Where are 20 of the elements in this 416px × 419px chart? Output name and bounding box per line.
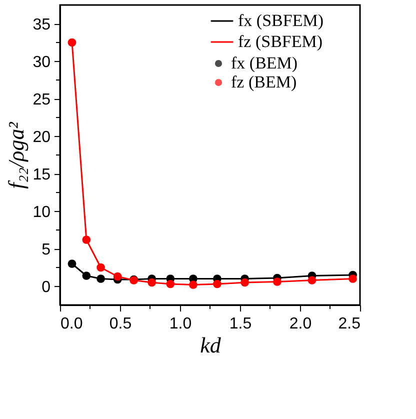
x-tick-label: 1.5: [229, 316, 252, 332]
x-tick-label: 2.5: [338, 316, 361, 332]
y-tick-label: 20: [32, 128, 51, 146]
legend-label: fz (BEM): [231, 72, 297, 92]
legend-label: fx (SBFEM): [238, 11, 324, 30]
legend-label: fz (SBFEM): [238, 32, 323, 51]
y-tick-label: 15: [32, 166, 51, 184]
y-axis-title: f₂₂/ρga²: [4, 122, 29, 189]
y-tick-label: 10: [32, 204, 51, 221]
x-axis-title: kd: [200, 332, 222, 358]
y-tick-label: 25: [32, 91, 51, 108]
y-tick-label: 5: [42, 241, 51, 258]
x-tick-label: 0.5: [109, 316, 132, 332]
legend-label: fx (BEM): [231, 54, 298, 72]
y-tick-label: 0: [42, 278, 51, 296]
y-tick-label: 35: [32, 16, 51, 34]
x-tick-label: 1.0: [169, 316, 192, 332]
x-tick-label: 2.0: [289, 316, 312, 332]
x-tick-label: 0.0: [60, 316, 83, 332]
y-tick-label: 30: [32, 54, 51, 71]
